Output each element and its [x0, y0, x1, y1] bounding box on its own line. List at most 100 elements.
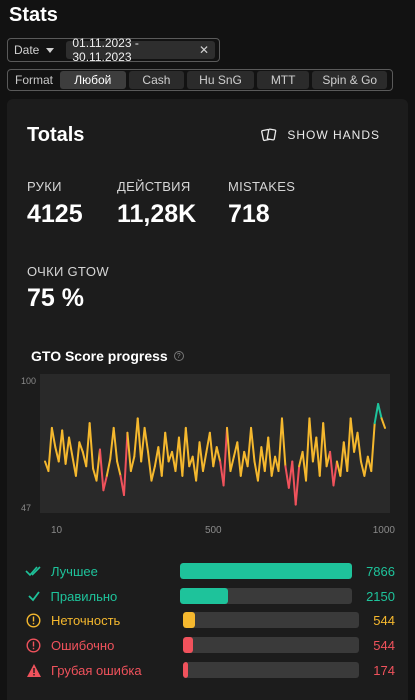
alert-circle-icon [25, 636, 43, 654]
y-tick-label: 47 [21, 503, 31, 513]
line-segment [280, 417, 287, 468]
legend-value: 544 [373, 612, 395, 628]
format-tab-any[interactable]: Любой [60, 71, 126, 89]
format-tab-hu-sng[interactable]: Hu SnG [187, 71, 254, 89]
line-segment [236, 441, 242, 477]
show-hands-button[interactable]: SHOW HANDS [261, 127, 380, 143]
x-tick-label: 500 [205, 525, 222, 536]
line-segment [212, 446, 218, 468]
legend-row: Правильно 2150 [25, 586, 395, 606]
legend-bar-track [179, 588, 353, 604]
line-segment [95, 448, 101, 482]
line-segment [181, 426, 187, 477]
line-segment [284, 465, 290, 489]
legend-value: 2150 [366, 588, 395, 604]
stat-gtow-label: ОЧКИ GTOW [27, 264, 109, 279]
format-tab-mtt[interactable]: MTT [256, 71, 310, 89]
line-segment [85, 422, 91, 468]
line-segment [222, 426, 229, 487]
stat-actions-value: 11,28K [117, 200, 197, 228]
line-segment [98, 448, 105, 492]
legend-bar-track [182, 662, 360, 678]
line-segment [68, 436, 74, 458]
gto-chart-title-text: GTO Score progress [31, 348, 168, 364]
legend-label: Правильно [50, 588, 118, 604]
line-segment [305, 417, 311, 482]
totals-card: Totals SHOW HANDS РУКИ 4125 ДЕЙСТВИЯ 11,… [7, 99, 408, 700]
line-segment [184, 426, 191, 468]
line-segment [294, 465, 301, 506]
legend-row: Неточность 544 [25, 610, 395, 630]
line-segment [50, 426, 57, 449]
line-segment [147, 450, 153, 482]
double-check-icon [25, 562, 43, 580]
line-segment [250, 426, 256, 463]
cards-icon [261, 128, 277, 142]
line-segment [291, 460, 297, 506]
line-segment [332, 460, 338, 487]
format-tab-spin-go[interactable]: Spin & Go [312, 71, 387, 89]
line-segment [143, 426, 150, 453]
line-segment [57, 429, 64, 463]
stat-gtow-value: 75 % [27, 284, 84, 312]
date-filter[interactable]: Date 01.11.2023 - 30.11.2023 ✕ [7, 36, 220, 64]
stat-mistakes-value: 718 [228, 200, 270, 228]
line-segment [377, 402, 383, 420]
line-segment [47, 426, 53, 473]
line-segment [318, 422, 325, 477]
stat-hands-label: РУКИ [27, 179, 62, 194]
line-segment [373, 402, 380, 425]
line-segment [74, 441, 81, 477]
legend-label: Неточность [50, 612, 121, 628]
format-filter: Format Любой Cash Hu SnG MTT Spin & Go [7, 69, 393, 91]
line-segment [363, 455, 369, 477]
x-tick-label: 1000 [373, 525, 396, 536]
date-range-chip[interactable]: 01.11.2023 - 30.11.2023 ✕ [66, 36, 215, 64]
line-segment [308, 417, 314, 463]
line-segment [164, 431, 170, 463]
line-segment [112, 426, 119, 463]
show-hands-label: SHOW HANDS [287, 128, 380, 142]
line-segment [201, 450, 208, 473]
line-segment [349, 417, 356, 453]
totals-title: Totals [27, 124, 85, 146]
line-segment [122, 431, 129, 497]
stat-actions-label: ДЕЙСТВИЯ [117, 179, 191, 194]
info-circle-icon [25, 611, 43, 629]
line-segment [105, 458, 112, 477]
line-segment [150, 465, 156, 482]
legend-bar-fill [182, 637, 194, 653]
line-segment [109, 426, 115, 461]
line-segment [61, 429, 67, 465]
x-tick-label: 10 [51, 525, 63, 536]
legend-bar-fill [179, 588, 228, 604]
date-dropdown[interactable]: Date [14, 43, 55, 57]
legend-bar-track [182, 637, 360, 653]
line-segment [256, 446, 263, 482]
line-segment [160, 431, 167, 477]
line-segment [133, 417, 139, 458]
line-segment [78, 441, 84, 453]
legend-row: Грубая ошибка 174 [25, 660, 395, 680]
line-segment [263, 436, 270, 473]
legend-value: 7866 [366, 563, 395, 579]
line-segment [102, 474, 108, 492]
line-segment [346, 417, 352, 473]
line-segment [215, 446, 222, 463]
line-segment [246, 426, 253, 468]
line-segment [88, 422, 95, 470]
close-icon[interactable]: ✕ [198, 43, 209, 57]
format-tab-cash[interactable]: Cash [128, 71, 185, 89]
line-segment [198, 441, 204, 473]
help-icon[interactable]: ? [173, 351, 184, 361]
line-segment [267, 436, 273, 477]
line-segment [64, 436, 71, 465]
line-segment [370, 422, 376, 473]
legend-value: 544 [373, 637, 395, 653]
legend-row: Ошибочно 544 [25, 635, 395, 655]
line-segment [195, 441, 201, 482]
gto-score-chart: 100 47 10 500 1000 [17, 371, 397, 548]
line-segment [136, 417, 143, 463]
line-segment [329, 450, 335, 487]
date-label: Date [14, 43, 40, 57]
